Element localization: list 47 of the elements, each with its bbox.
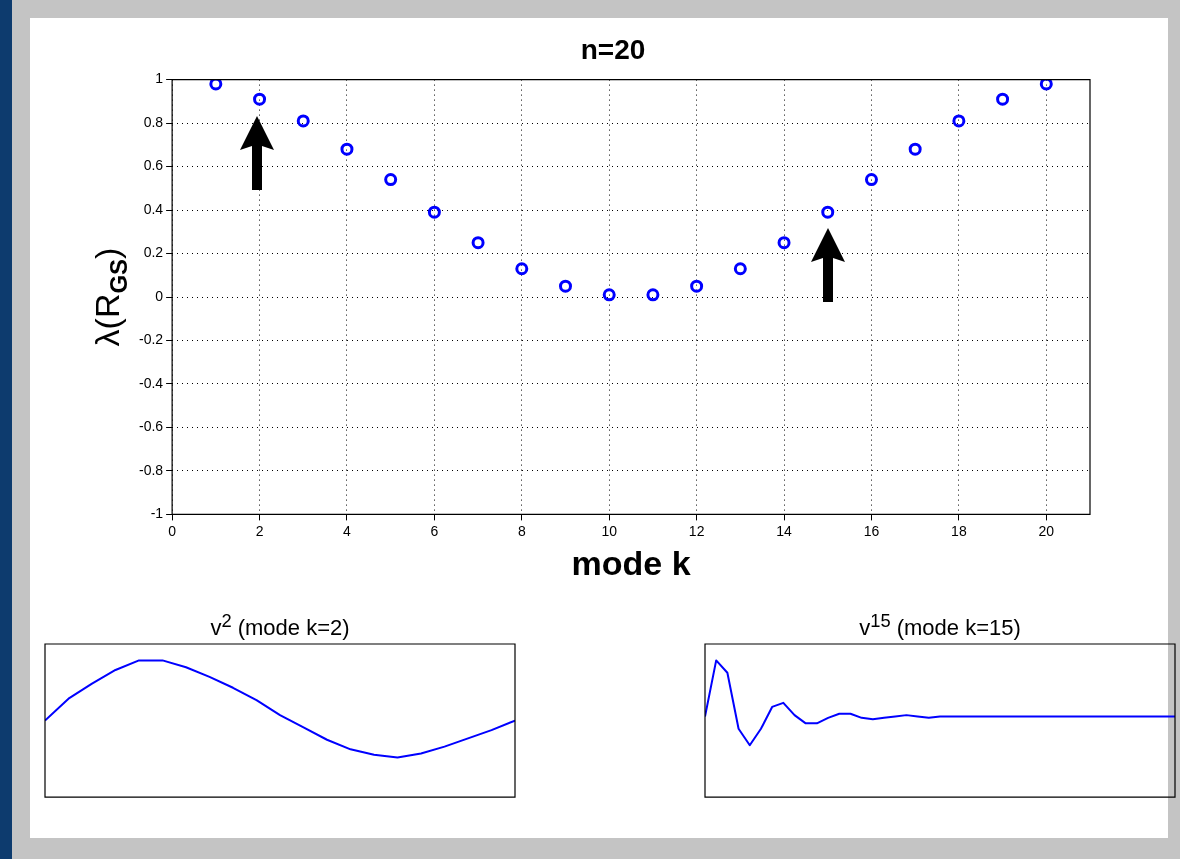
y-tick-label: -0.8	[139, 461, 164, 478]
y-tick-label: 0	[155, 287, 164, 304]
x-tick-label: 12	[688, 522, 705, 539]
x-tick-label: 0	[168, 522, 177, 539]
point	[471, 236, 485, 250]
point	[296, 114, 310, 128]
point	[733, 262, 747, 276]
x-tick-label: 16	[863, 522, 880, 539]
point	[340, 142, 354, 156]
chart-title: n=20	[580, 33, 646, 65]
y-tick-label: 0.2	[143, 244, 164, 261]
point	[602, 288, 616, 302]
point	[515, 262, 529, 276]
y-tick-label: 0.4	[143, 200, 164, 217]
point	[209, 79, 223, 91]
x-tick-label: 6	[430, 522, 439, 539]
point	[253, 92, 267, 106]
chart-title: v$^{2}$ (mode k=2)	[209, 610, 351, 642]
x-tick-label: 14	[776, 522, 793, 539]
y-tick-label: 1	[155, 70, 164, 87]
point	[1039, 79, 1053, 91]
point	[996, 92, 1010, 106]
point	[864, 173, 878, 187]
y-tick-label: -0.2	[139, 331, 164, 348]
y-tick-label: 0.6	[143, 157, 164, 174]
point	[908, 142, 922, 156]
x-tick-label: 2	[255, 522, 264, 539]
y-tick-label: -0.6	[139, 418, 164, 435]
point	[646, 288, 660, 302]
x-tick-label: 18	[951, 522, 967, 539]
x-tick-label: 20	[1038, 522, 1055, 539]
point	[690, 279, 704, 293]
point	[777, 236, 791, 250]
y-axis-title: λ(RGS)	[88, 247, 132, 347]
y-tick-label: 0.8	[143, 113, 164, 130]
y-tick-label: -0.4	[139, 374, 164, 391]
y-tick-label: -1	[150, 505, 164, 522]
point	[559, 279, 572, 293]
point	[952, 114, 966, 128]
point	[384, 173, 398, 187]
x-tick-label: 4	[343, 522, 352, 539]
x-tick-label: 10	[601, 522, 618, 539]
point	[427, 205, 441, 219]
x-axis-title: mode k	[571, 543, 691, 582]
chart-title: v$^{15}$ (mode k=15)	[858, 610, 1022, 642]
point	[821, 205, 835, 219]
x-tick-label: 8	[517, 522, 526, 539]
